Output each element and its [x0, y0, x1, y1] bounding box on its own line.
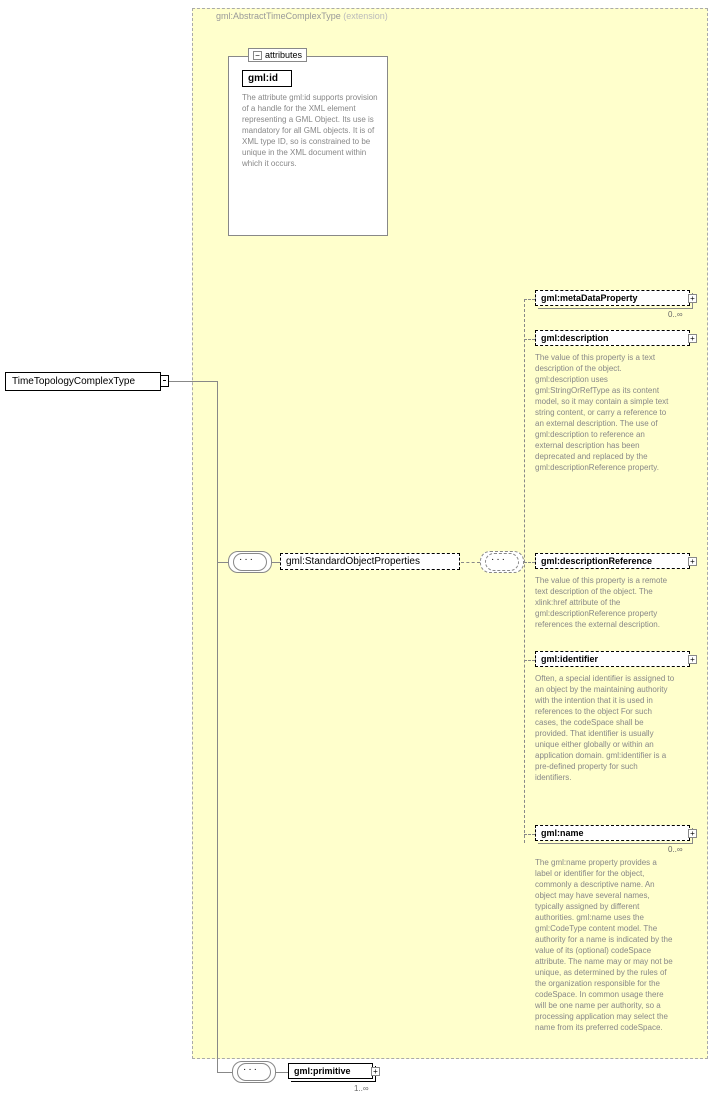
conn-primitive-h2 [276, 1072, 288, 1073]
conn-metaDataProperty [524, 299, 535, 300]
primitive-sequence-inner [237, 1063, 271, 1081]
identifier-expand-icon[interactable]: + [688, 655, 697, 664]
sequence-inner-2 [485, 553, 519, 571]
name-box[interactable]: gml:name [535, 825, 690, 841]
conn-descriptionReference [524, 562, 535, 563]
identifier-desc: Often, a special identifier is assigned … [535, 673, 675, 783]
attr-gml-id-box[interactable]: gml:id [242, 70, 292, 87]
name-cardinality: 0..∞ [668, 845, 683, 854]
conn-description [524, 339, 535, 340]
description-desc: The value of this property is a text des… [535, 352, 675, 473]
standard-object-properties-box[interactable]: gml:StandardObjectProperties [280, 553, 460, 570]
conn-sop-seq2 [461, 562, 480, 563]
descriptionReference-desc: The value of this property is a remote t… [535, 575, 675, 630]
extension-label: gml:AbstractTimeComplexType (extension) [214, 9, 390, 23]
name-expand-icon[interactable]: + [688, 829, 697, 838]
descriptionReference-box[interactable]: gml:descriptionReference [535, 553, 690, 569]
descriptionReference-expand-icon[interactable]: + [688, 557, 697, 566]
sequence-inner-1 [233, 553, 267, 571]
root-expand-tab[interactable] [161, 375, 169, 387]
connector-root-vert [217, 381, 218, 563]
minus-icon: − [253, 51, 262, 60]
identifier-box[interactable]: gml:identifier [535, 651, 690, 667]
attributes-header[interactable]: −attributes [248, 48, 307, 62]
metaDataProperty-cardinality: 0..∞ [668, 310, 683, 319]
description-box[interactable]: gml:description [535, 330, 690, 346]
primitive-expand-icon[interactable]: + [371, 1067, 380, 1076]
attr-gml-id-desc: The attribute gml:id supports provision … [242, 92, 378, 169]
metaDataProperty-box[interactable]: gml:metaDataProperty [535, 290, 690, 306]
metaDataProperty-expand-icon[interactable]: + [688, 294, 697, 303]
conn-primitive-h [217, 1072, 232, 1073]
conn-identifier [524, 660, 535, 661]
conn-seq1-sop [272, 562, 280, 563]
conn-name [524, 834, 535, 835]
connector-root-ext [169, 381, 217, 382]
primitive-box[interactable]: gml:primitive [288, 1063, 373, 1079]
conn-primitive-vert [217, 563, 218, 1072]
description-expand-icon[interactable]: + [688, 334, 697, 343]
children-trunk [524, 299, 525, 843]
connector-to-seq1 [217, 562, 228, 563]
name-desc: The gml:name property provides a label o… [535, 857, 675, 1033]
root-type-box[interactable]: TimeTopologyComplexType [5, 372, 161, 391]
